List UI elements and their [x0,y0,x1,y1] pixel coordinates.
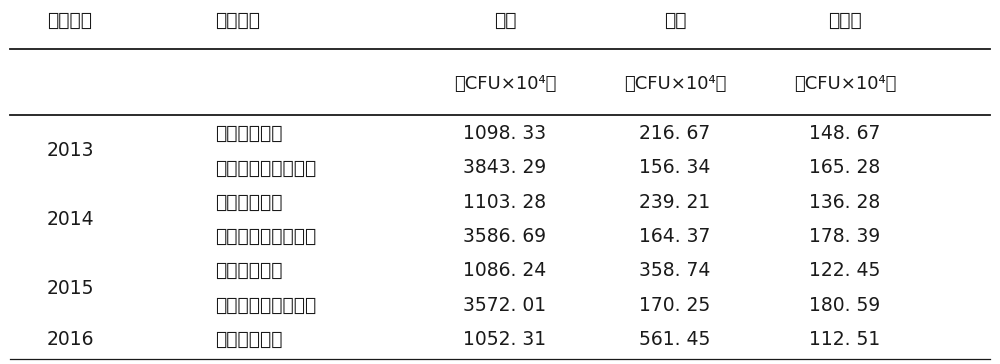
Text: 产地桔梗单作: 产地桔梗单作 [215,261,283,280]
Text: 本发明桔梗大葱间作: 本发明桔梗大葱间作 [215,296,316,315]
Text: 2016: 2016 [46,330,94,349]
Text: 产地桔梗单作: 产地桔梗单作 [215,193,283,212]
Text: 112. 51: 112. 51 [809,330,881,349]
Text: 3572. 01: 3572. 01 [463,296,547,315]
Text: 细菌: 细菌 [494,11,516,29]
Text: 165. 28: 165. 28 [809,158,881,178]
Text: 156. 34: 156. 34 [639,158,711,178]
Text: 239. 21: 239. 21 [639,193,711,212]
Text: 1086. 24: 1086. 24 [463,261,547,280]
Text: 178. 39: 178. 39 [809,227,881,246]
Text: 1098. 33: 1098. 33 [463,124,547,143]
Text: 产地桔梗单作: 产地桔梗单作 [215,330,283,349]
Text: 148. 67: 148. 67 [809,124,881,143]
Text: 3843. 29: 3843. 29 [463,158,547,178]
Text: 本发明桔梗大葱间作: 本发明桔梗大葱间作 [215,227,316,246]
Text: 216. 67: 216. 67 [639,124,711,143]
Text: 1103. 28: 1103. 28 [463,193,547,212]
Text: （CFU×10⁴）: （CFU×10⁴） [454,75,556,93]
Text: 2015: 2015 [46,278,94,298]
Text: （CFU×10⁴）: （CFU×10⁴） [794,75,896,93]
Text: 真菌: 真菌 [664,11,686,29]
Text: 561. 45: 561. 45 [639,330,711,349]
Text: 3586. 69: 3586. 69 [463,227,547,246]
Text: 种植年度: 种植年度 [48,11,92,29]
Text: 本发明桔梗大葱间作: 本发明桔梗大葱间作 [215,158,316,178]
Text: 136. 28: 136. 28 [809,193,881,212]
Text: （CFU×10⁴）: （CFU×10⁴） [624,75,726,93]
Text: 170. 25: 170. 25 [639,296,711,315]
Text: 2013: 2013 [46,141,94,160]
Text: 122. 45: 122. 45 [809,261,881,280]
Text: 产地桔梗单作: 产地桔梗单作 [215,124,283,143]
Text: 1052. 31: 1052. 31 [463,330,547,349]
Text: 放线菌: 放线菌 [828,11,862,29]
Text: 种植方式: 种植方式 [215,11,260,29]
Text: 164. 37: 164. 37 [639,227,711,246]
Text: 180. 59: 180. 59 [809,296,881,315]
Text: 358. 74: 358. 74 [639,261,711,280]
Text: 2014: 2014 [46,210,94,229]
